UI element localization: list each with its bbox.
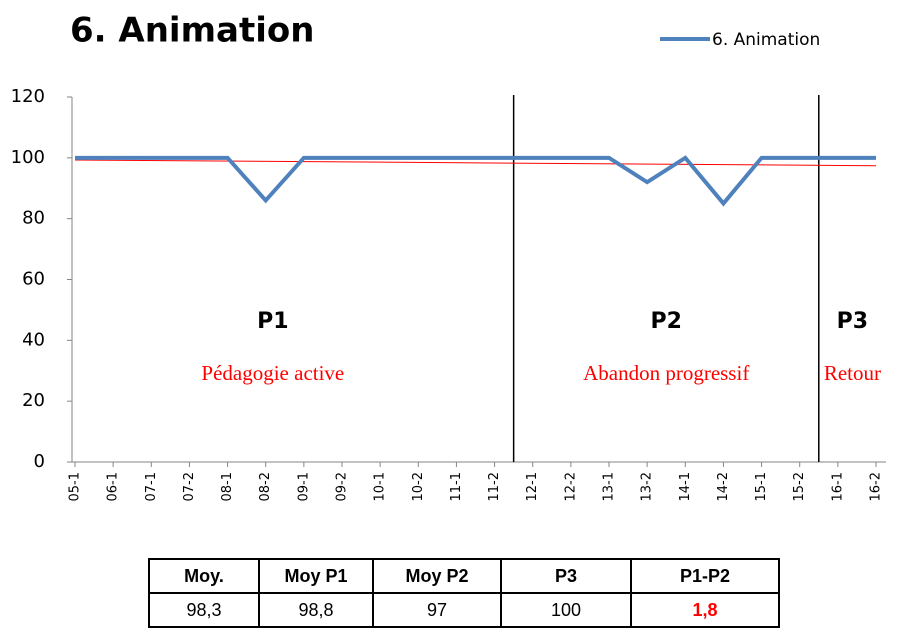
x-tick-label: 15-1: [754, 472, 769, 502]
period-label: P3: [837, 309, 868, 334]
x-tick-label: 08-2: [258, 472, 273, 502]
x-tick-label: 09-1: [296, 472, 311, 502]
x-tick-label: 08-1: [220, 472, 235, 502]
cell: 100: [500, 592, 632, 628]
data-row: 98,3 98,8 97 100 1,8: [148, 592, 780, 628]
x-tick-label: 14-2: [716, 472, 731, 502]
y-tick-label: 40: [22, 329, 45, 350]
period-text: Retour: [824, 361, 881, 385]
x-tick-label: 09-2: [335, 472, 350, 502]
x-tick-label: 10-1: [373, 472, 388, 502]
x-tick-label: 11-1: [449, 472, 464, 502]
period-text: Pédagogie active: [201, 361, 344, 385]
header-cell: Moy.: [148, 558, 260, 594]
cell: 97: [372, 592, 502, 628]
x-tick-label: 12-1: [525, 472, 540, 502]
y-tick-label: 0: [34, 451, 45, 472]
y-tick-label: 120: [11, 86, 45, 107]
series-line: [75, 155, 876, 207]
header-cell: Moy P1: [258, 558, 374, 594]
header-cell: P3: [500, 558, 632, 594]
x-tick-label: 10-2: [411, 472, 426, 502]
summary-table: Moy. Moy P1 Moy P2 P3 P1-P2 98,3 98,8 97…: [148, 558, 780, 628]
trend-line: [74, 159, 877, 167]
chart-title: 6. Animation: [70, 11, 314, 51]
cell: 98,3: [148, 592, 260, 628]
legend-label: 6. Animation: [712, 30, 820, 50]
x-tick-label: 16-1: [830, 472, 845, 502]
x-tick-label: 13-1: [602, 472, 617, 502]
header-row: Moy. Moy P1 Moy P2 P3 P1-P2: [148, 558, 780, 594]
x-tick-label: 07-2: [182, 472, 197, 502]
cell: 1,8: [630, 592, 780, 628]
x-tick-label: 11-2: [487, 472, 502, 502]
y-tick-label: 100: [11, 147, 45, 168]
chart: 6. Animation 0 20 40 60 80 100 120 05-1 06-1 07-1…: [11, 11, 886, 502]
x-tick-label: 13-2: [640, 472, 655, 502]
x-tick-label: 14-1: [678, 472, 693, 502]
x-tick-label: 05-1: [68, 472, 83, 502]
y-tick-label: 60: [22, 269, 45, 290]
x-tick-label: 12-2: [563, 472, 578, 502]
header-cell: Moy P2: [372, 558, 502, 594]
period-text: Abandon progressif: [583, 361, 749, 385]
x-tick-label: 15-2: [792, 472, 807, 502]
header-cell: P1-P2: [630, 558, 780, 594]
y-tick-label: 20: [22, 390, 45, 411]
period-label: P1: [257, 309, 288, 334]
x-tick-label: 07-1: [144, 472, 159, 502]
x-tick-label: 06-1: [106, 472, 121, 502]
x-tick-label: 16-2: [869, 472, 884, 502]
cell: 98,8: [258, 592, 374, 628]
y-tick-label: 80: [22, 208, 45, 229]
period-label: P2: [650, 309, 681, 334]
